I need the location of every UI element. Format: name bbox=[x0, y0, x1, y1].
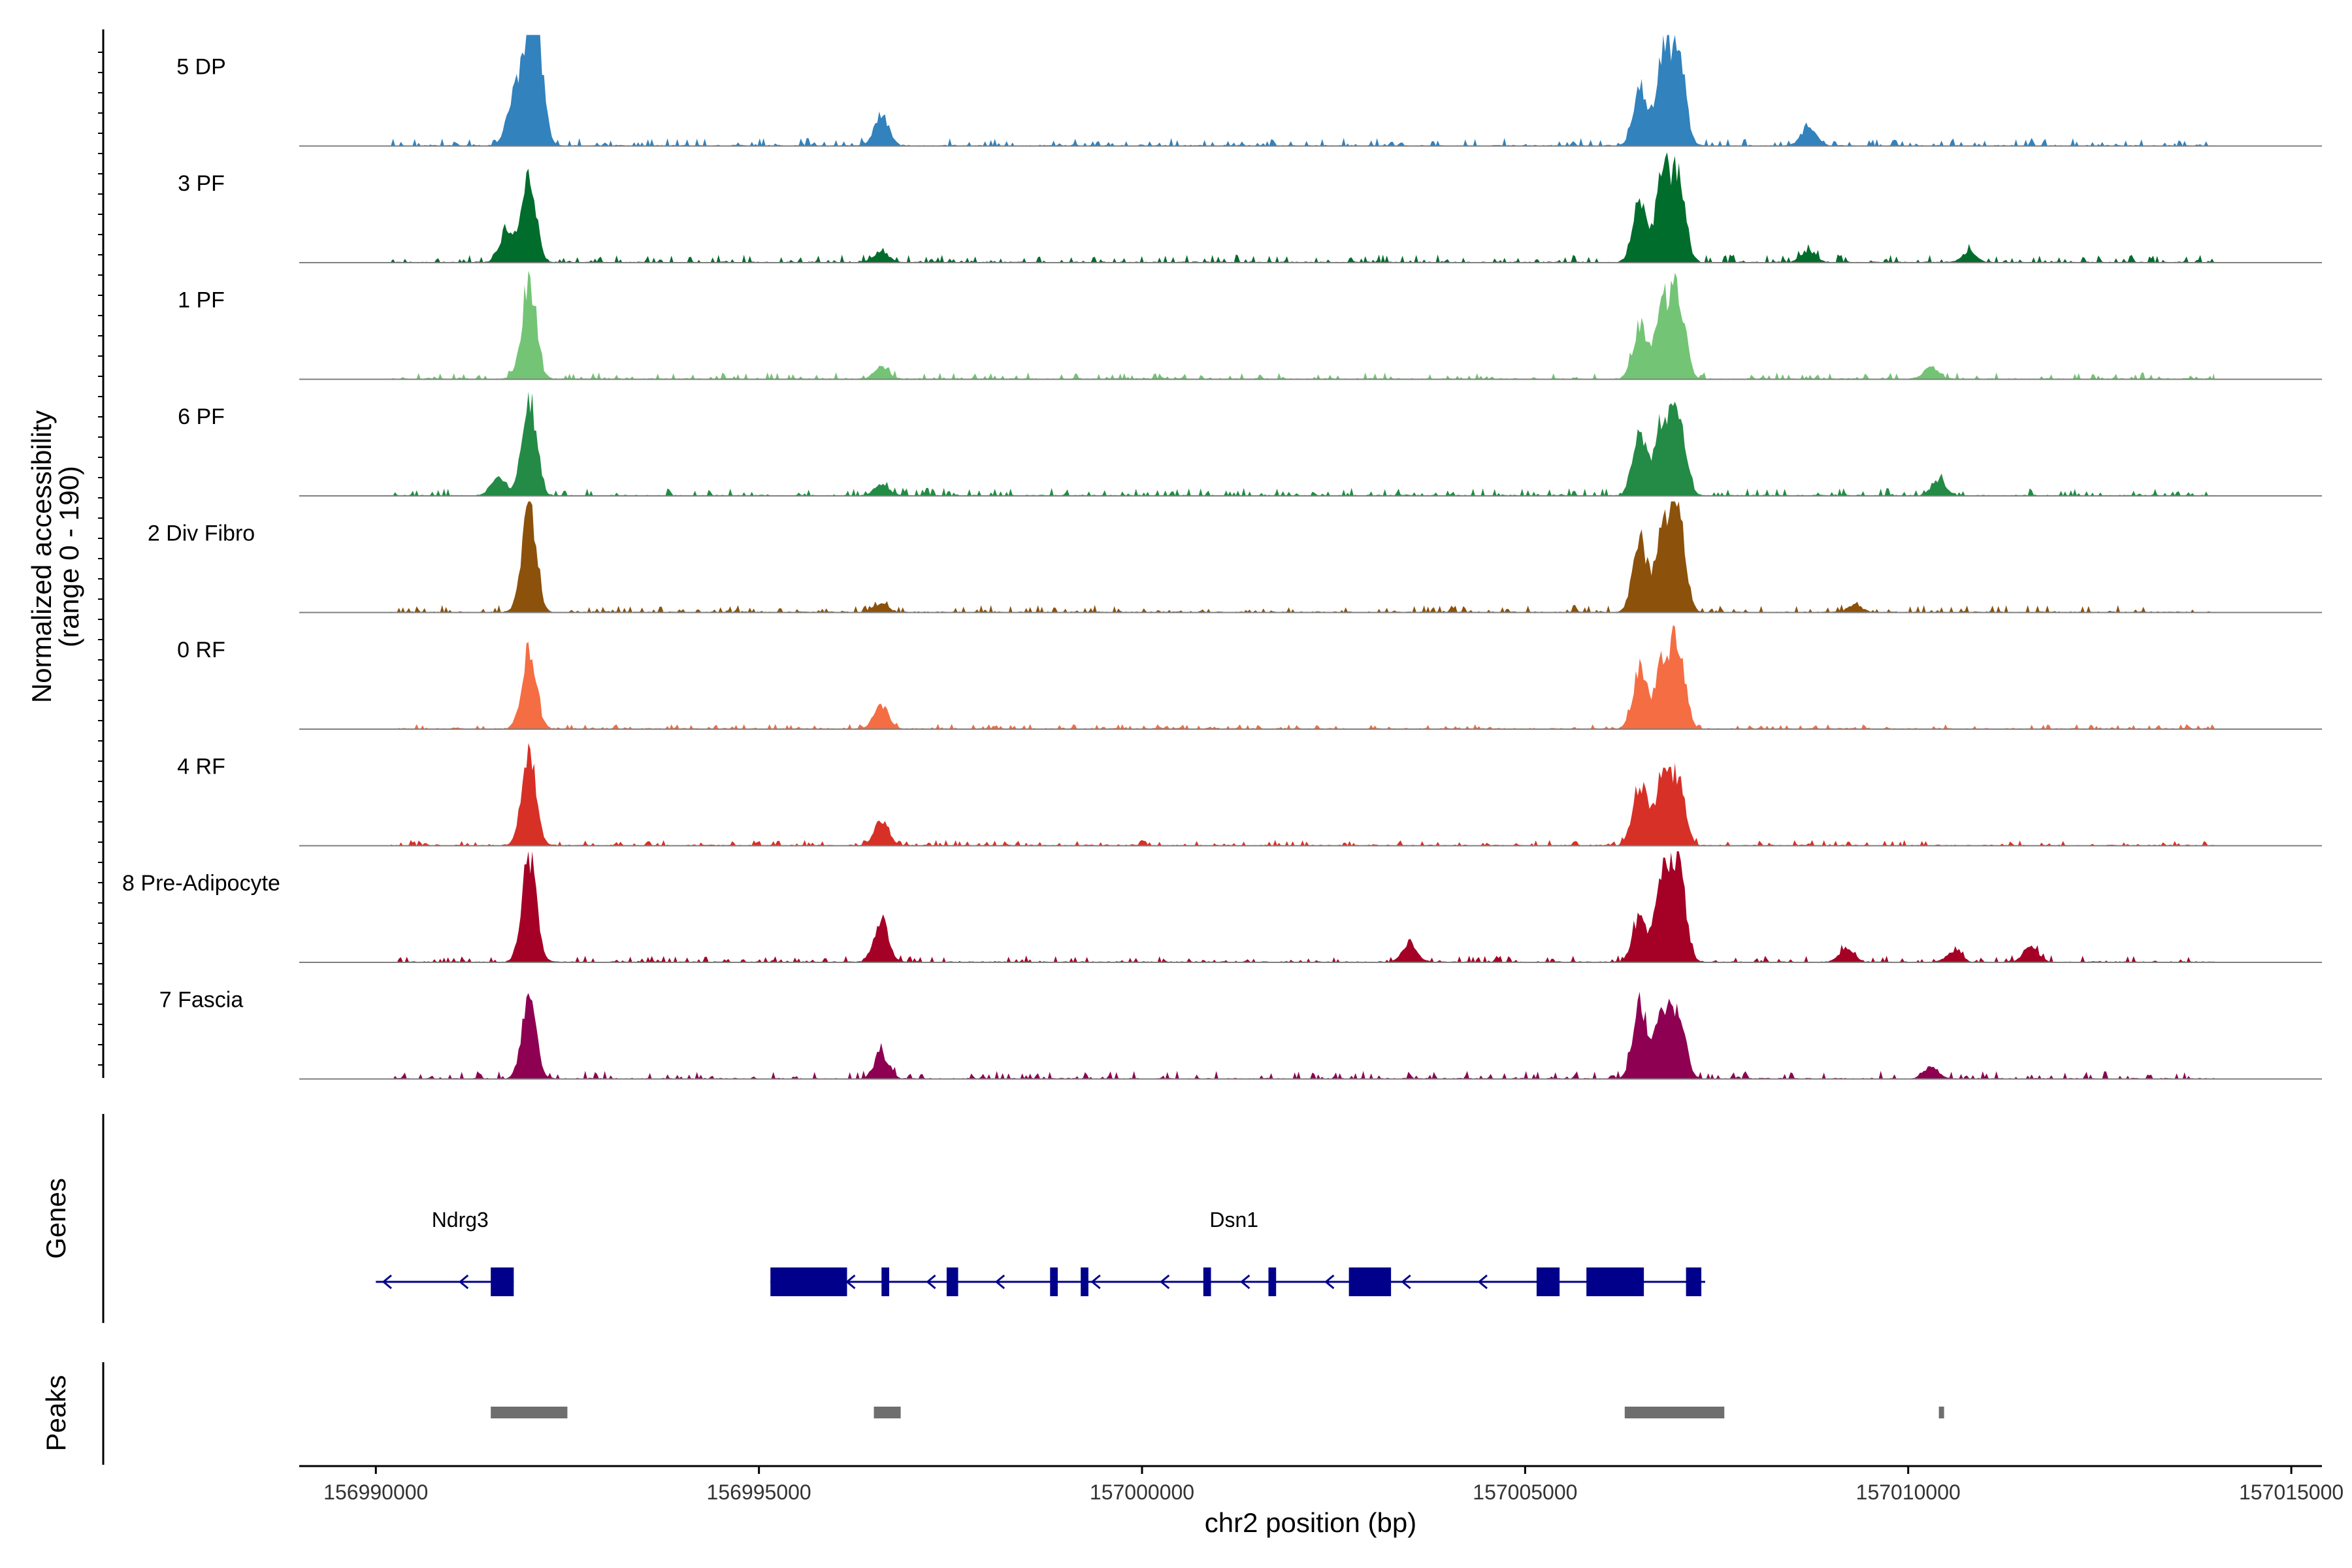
exon-Dsn1 bbox=[1268, 1267, 1277, 1296]
exon-Dsn1 bbox=[1586, 1267, 1644, 1296]
exon-Dsn1 bbox=[946, 1267, 958, 1296]
peaks-track-label: Peaks bbox=[41, 1375, 71, 1452]
x-tick-label: 157015000 bbox=[2239, 1480, 2344, 1504]
coverage-area-track-0 bbox=[391, 35, 2215, 146]
coverage-area-track-4 bbox=[391, 501, 2215, 613]
x-tick-label: 157010000 bbox=[1856, 1480, 1961, 1504]
track-label-4: 2 Div Fibro bbox=[148, 521, 255, 546]
exon-Dsn1 bbox=[770, 1267, 847, 1296]
coverage-area-track-2 bbox=[391, 270, 2215, 380]
exon-Dsn1 bbox=[1348, 1267, 1392, 1296]
exon-Dsn1 bbox=[1050, 1267, 1058, 1296]
track-labels: 5 DP 3 PF 1 PF 6 PF 2 Div Fibro 0 RF 4 RF 8 Pre… bbox=[122, 55, 280, 1013]
x-axis-title: chr2 position (bp) bbox=[1205, 1507, 1417, 1538]
x-axis-ticks: 156990000 156995000 157000000 157005000 1570… bbox=[323, 1466, 2344, 1504]
y-axis-title-line2: (range 0 - 190) bbox=[54, 466, 84, 647]
strand-arrow-icon bbox=[1159, 1274, 1170, 1290]
x-tick-label: 156995000 bbox=[707, 1480, 811, 1504]
exon-Dsn1 bbox=[1536, 1267, 1560, 1296]
track-label-5: 0 RF bbox=[177, 638, 225, 662]
coverage-tracks bbox=[299, 35, 2322, 1080]
strand-arrow-icon bbox=[1324, 1274, 1335, 1290]
strand-arrow-icon bbox=[994, 1274, 1005, 1290]
strand-arrow-icon bbox=[926, 1274, 936, 1290]
coverage-area-track-3 bbox=[391, 391, 2215, 496]
track-label-3: 6 PF bbox=[178, 404, 225, 429]
x-tick-label: 156990000 bbox=[323, 1480, 428, 1504]
track-label-7: 8 Pre-Adipocyte bbox=[122, 871, 280, 896]
peak-region-3 bbox=[1938, 1407, 1944, 1418]
coverage-area-track-5 bbox=[391, 625, 2215, 729]
exon-Dsn1 bbox=[881, 1267, 889, 1296]
exon-Dsn1 bbox=[1203, 1267, 1211, 1296]
track-label-8: 7 Fascia bbox=[159, 988, 244, 1013]
y-axis-title-line1: Normalized accessibility bbox=[26, 410, 57, 703]
strand-arrow-icon bbox=[1090, 1274, 1101, 1290]
strand-arrow-icon bbox=[458, 1274, 469, 1290]
exon-Ndrg3 bbox=[491, 1267, 514, 1296]
strand-arrow-icon bbox=[1401, 1274, 1411, 1290]
strand-arrow-icon bbox=[382, 1274, 392, 1290]
strand-arrow-icon bbox=[1240, 1274, 1250, 1290]
coverage-y-ticks bbox=[98, 52, 103, 1066]
track-label-1: 3 PF bbox=[178, 171, 225, 196]
track-label-2: 1 PF bbox=[178, 288, 225, 313]
x-tick-label: 157000000 bbox=[1090, 1480, 1194, 1504]
x-tick-label: 157005000 bbox=[1473, 1480, 1577, 1504]
peak-region-0 bbox=[491, 1407, 568, 1418]
peak-region-1 bbox=[874, 1407, 901, 1418]
gene-models: Ndrg3 Dsn1 bbox=[376, 1208, 1705, 1296]
strand-arrow-icon bbox=[1477, 1274, 1488, 1290]
track-label-6: 4 RF bbox=[177, 755, 225, 779]
gene-label-Ndrg3: Ndrg3 bbox=[432, 1208, 489, 1232]
track-label-0: 5 DP bbox=[176, 55, 226, 80]
exon-Dsn1 bbox=[1686, 1267, 1702, 1296]
peak-region-2 bbox=[1624, 1407, 1725, 1418]
coverage-area-track-7 bbox=[391, 851, 2215, 962]
exon-Dsn1 bbox=[1081, 1267, 1088, 1296]
coverage-area-track-8 bbox=[391, 992, 2215, 1079]
coverage-area-track-1 bbox=[391, 152, 2215, 263]
genes-track-label: Genes bbox=[41, 1178, 71, 1259]
coverage-area-track-6 bbox=[391, 743, 2215, 846]
peak-regions bbox=[491, 1407, 1944, 1418]
gene-label-Dsn1: Dsn1 bbox=[1209, 1208, 1258, 1232]
